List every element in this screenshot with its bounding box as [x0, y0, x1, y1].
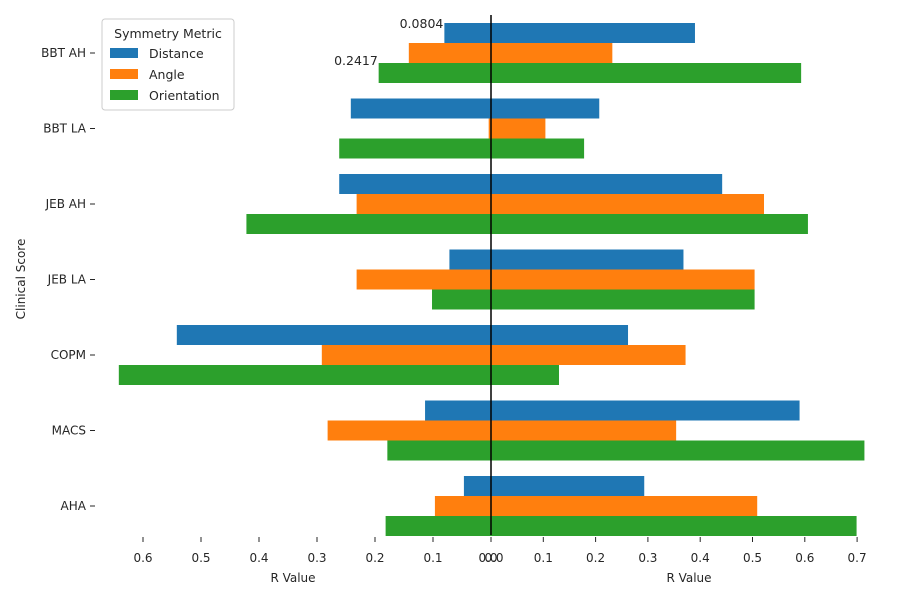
annotation-label: 0.0804 [400, 16, 444, 31]
bar-left-jeb-la-angle [356, 269, 491, 290]
x-tick-label-right: 0.0 [484, 551, 503, 565]
left-x-axis-title: R Value [270, 571, 315, 585]
right-x-axis-title: R Value [666, 571, 711, 585]
annotation-label: 0.2417 [334, 53, 378, 68]
bar-left-bbt-ah-orientation [378, 63, 491, 83]
bar-left-macs-orientation [387, 440, 491, 461]
y-axis: BBT AH BBT LA JEB AH JEB LA COPM MACS AHA [41, 46, 95, 513]
x-tick-label-left: 0.2 [365, 551, 384, 565]
bar-right-jeb-la-angle [491, 269, 755, 290]
bar-left-bbt-la-orientation [339, 138, 491, 159]
legend-title: Symmetry Metric [114, 26, 222, 41]
legend-label-angle: Angle [149, 67, 185, 82]
legend-swatch-angle [110, 69, 138, 79]
y-tick-label: JEB LA [47, 273, 87, 287]
bar-left-copm-orientation [118, 365, 492, 385]
bar-right-jeb-la-orientation [491, 289, 755, 310]
x-tick-label-right: 0.4 [691, 551, 710, 565]
bar-left-bbt-ah-angle [408, 43, 491, 63]
legend-frame [101, 18, 235, 111]
x-tick-label-right: 0.1 [534, 551, 553, 565]
x-tick-label-left: 0.0 [478, 551, 497, 565]
bar-right-bbt-la-distance [491, 98, 600, 119]
y-axis-title: Clinical Score [14, 239, 28, 320]
bar-left-copm-distance [176, 325, 491, 345]
bar-left-bbt-la-distance [350, 98, 491, 119]
bar-left-macs-angle [327, 420, 491, 441]
bar-right-jeb-ah-orientation [491, 214, 808, 234]
x-tick-label-right: 0.6 [795, 551, 814, 565]
bar-right-jeb-ah-angle [491, 194, 765, 214]
bar-right-bbt-ah-distance [491, 23, 695, 43]
y-tick-label: BBT LA [43, 122, 87, 136]
legend: Symmetry Metric Distance Angle Orientation [101, 18, 235, 111]
bar-left-jeb-ah-orientation [246, 214, 491, 234]
bar-right-aha-angle [491, 496, 758, 516]
x-tick-label-left: 0.1 [423, 551, 442, 565]
legend-swatch-orientation [110, 90, 138, 100]
y-tick-label: BBT AH [41, 46, 86, 60]
y-tick-label: AHA [61, 499, 87, 513]
bar-left-jeb-ah-angle [356, 194, 491, 214]
x-tick-label-right: 0.7 [848, 551, 867, 565]
bar-left-aha-angle [434, 496, 491, 516]
x-tick-label-left: 0.3 [307, 551, 326, 565]
bar-right-aha-orientation [491, 516, 857, 536]
x-tick-label-right: 0.2 [586, 551, 605, 565]
x-tick-label-left: 0.6 [133, 551, 152, 565]
bar-left-copm-angle [321, 345, 491, 365]
bar-right-copm-orientation [491, 365, 559, 385]
bar-right-bbt-ah-orientation [491, 63, 802, 83]
annotations: 0.0804 0.2417 [334, 16, 443, 68]
bar-left-macs-distance [425, 400, 491, 421]
bar-left-jeb-la-distance [449, 249, 491, 270]
y-tick-label: MACS [52, 424, 86, 438]
bar-right-copm-angle [491, 345, 686, 365]
bar-right-aha-distance [491, 476, 645, 496]
bar-right-macs-angle [491, 420, 677, 441]
y-tick-label: JEB AH [45, 197, 86, 211]
bar-right-bbt-ah-angle [491, 43, 613, 63]
legend-label-distance: Distance [149, 46, 204, 61]
bar-left-bbt-ah-distance [444, 23, 491, 43]
bar-left-jeb-la-orientation [432, 289, 491, 310]
bar-right-bbt-la-angle [491, 118, 546, 139]
bar-left-aha-orientation [385, 516, 491, 536]
left-x-axis: 0.6 0.5 0.4 0.3 0.2 0.1 0.0 [133, 537, 498, 565]
legend-label-orientation: Orientation [149, 88, 220, 103]
right-bars [491, 23, 865, 536]
legend-swatch-distance [110, 48, 138, 58]
bar-right-copm-distance [491, 325, 629, 345]
bar-right-jeb-ah-distance [491, 174, 723, 194]
bar-right-macs-distance [491, 400, 800, 421]
left-bars [118, 23, 492, 536]
x-tick-label-left: 0.5 [191, 551, 210, 565]
y-tick-label: COPM [51, 348, 86, 362]
bar-left-jeb-ah-distance [339, 174, 491, 194]
bar-left-bbt-la-angle [488, 118, 491, 139]
bar-left-aha-distance [463, 476, 491, 496]
right-x-axis: 0.0 0.1 0.2 0.3 0.4 0.5 0.6 0.7 [484, 537, 867, 565]
x-tick-label-right: 0.5 [743, 551, 762, 565]
bar-right-bbt-la-orientation [491, 138, 585, 159]
bar-right-jeb-la-distance [491, 249, 684, 270]
x-tick-label-left: 0.4 [249, 551, 268, 565]
x-tick-label-right: 0.3 [638, 551, 657, 565]
bar-right-macs-orientation [491, 440, 865, 461]
